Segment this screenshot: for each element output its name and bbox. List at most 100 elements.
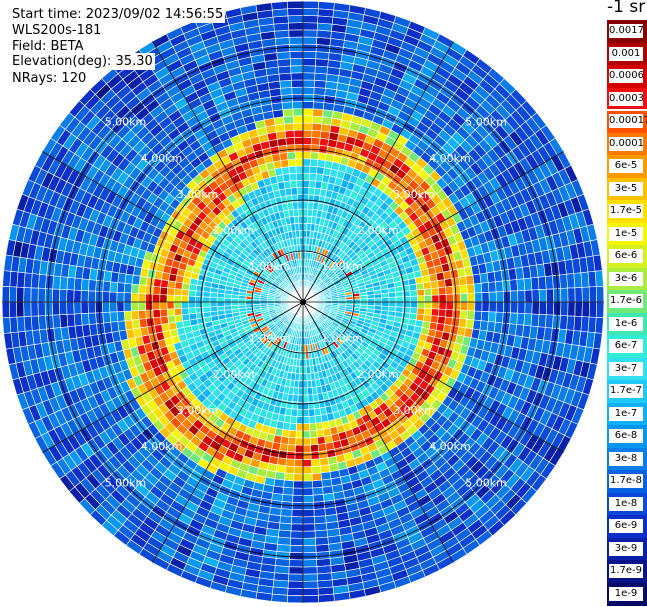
ray-gate: [302, 7, 319, 17]
ray-gate: [292, 480, 304, 489]
ray-gate: [581, 286, 590, 303]
ray-gate: [467, 292, 476, 303]
ray-gate: [460, 301, 469, 311]
ray-gate: [44, 288, 53, 303]
ray-gate: [313, 79, 327, 89]
ray-gate: [173, 294, 182, 303]
ray-gate: [102, 311, 111, 324]
ray-gate: [302, 451, 312, 460]
ray-gate: [166, 287, 176, 296]
ray-gate: [288, 573, 304, 582]
ray-gate: [311, 472, 323, 482]
ray-gate: [159, 294, 168, 303]
ray-gate: [297, 401, 304, 410]
ray-gate: [307, 387, 314, 396]
ray-gate: [209, 301, 218, 308]
ray-gate: [1, 285, 11, 303]
ray-gate: [302, 15, 319, 24]
ray-gate: [537, 314, 547, 328]
ray-gate: [130, 292, 139, 303]
ray-gate: [287, 580, 304, 589]
ray-gate: [59, 314, 69, 328]
ray-gate: [277, 529, 292, 539]
ray-gate: [52, 314, 62, 329]
ray-gate: [302, 86, 315, 95]
ray-gate: [302, 516, 315, 525]
ray-gate: [282, 173, 291, 183]
ray-gate: [87, 301, 96, 314]
ray-gate: [284, 465, 295, 475]
ray-gate: [308, 180, 317, 189]
ray-gate: [284, 129, 295, 139]
ray-gate: [23, 287, 32, 303]
ray-gate: [431, 301, 440, 310]
ray-gate: [286, 451, 296, 460]
ray-gate: [123, 292, 132, 303]
ray-gate: [294, 444, 304, 453]
ray-gate: [216, 297, 225, 303]
ray-gate: [159, 286, 168, 296]
ray-gate: [544, 275, 554, 290]
ray-gate: [466, 310, 476, 321]
ray-gate: [283, 115, 294, 125]
ray-gate: [302, 509, 315, 518]
ray-gate: [66, 313, 76, 328]
ray-gate: [509, 312, 518, 325]
ray-gate: [287, 587, 304, 597]
ray-gate: [37, 287, 46, 303]
ray-gate: [524, 301, 533, 315]
ray-gate: [517, 290, 526, 303]
ray-gate: [295, 430, 304, 439]
ray-gate: [278, 72, 292, 82]
ray-gate: [313, 508, 326, 517]
ray-gate: [292, 208, 299, 217]
ray-gate: [459, 309, 468, 320]
ray-gate: [280, 87, 293, 96]
ray-gate: [289, 172, 297, 182]
ray-gate: [277, 144, 288, 154]
ray-gate: [438, 294, 447, 303]
ray-gate: [202, 296, 211, 303]
ray-gate: [444, 278, 453, 288]
ray-gate: [310, 458, 321, 467]
ray-gate: [302, 587, 319, 597]
ray-gate: [109, 301, 118, 313]
ray-gate: [195, 296, 204, 303]
ray-gate: [310, 451, 320, 460]
ray-gate: [373, 293, 383, 299]
ray-gate: [302, 0, 320, 10]
ray-gate: [567, 301, 576, 317]
ray-gate: [307, 194, 315, 203]
ray-gate: [302, 215, 308, 224]
ray-gate: [285, 458, 296, 467]
ray-gate: [302, 201, 309, 210]
ray-gate: [102, 280, 111, 293]
ray-gate: [423, 288, 433, 296]
ray-gate: [488, 291, 497, 303]
ray-gate: [297, 394, 304, 403]
ray-gate: [302, 373, 308, 382]
ray-gate: [313, 87, 326, 96]
ray-gate: [284, 187, 293, 197]
ray-gate: [409, 289, 418, 297]
ray-gate: [302, 129, 313, 138]
ray-gate: [592, 254, 603, 272]
ray-gate: [271, 1, 288, 11]
ray-gate: [279, 79, 293, 89]
ray-gate: [286, 144, 296, 153]
ray-gate: [302, 559, 318, 568]
ray-gate: [130, 283, 140, 294]
ray-gate: [538, 301, 547, 316]
ray-gate: [294, 222, 300, 232]
ray-gate: [302, 136, 312, 145]
ray-gate: [298, 380, 304, 389]
ray-gate: [409, 295, 418, 303]
ray-gate: [473, 310, 483, 322]
ray-gate: [430, 308, 440, 317]
ray-gate: [195, 290, 204, 298]
ray-gate: [181, 313, 191, 322]
ray-gate: [438, 301, 447, 310]
ray-gate: [302, 122, 313, 131]
ray-gate: [123, 282, 133, 294]
ray-gate: [309, 422, 317, 432]
